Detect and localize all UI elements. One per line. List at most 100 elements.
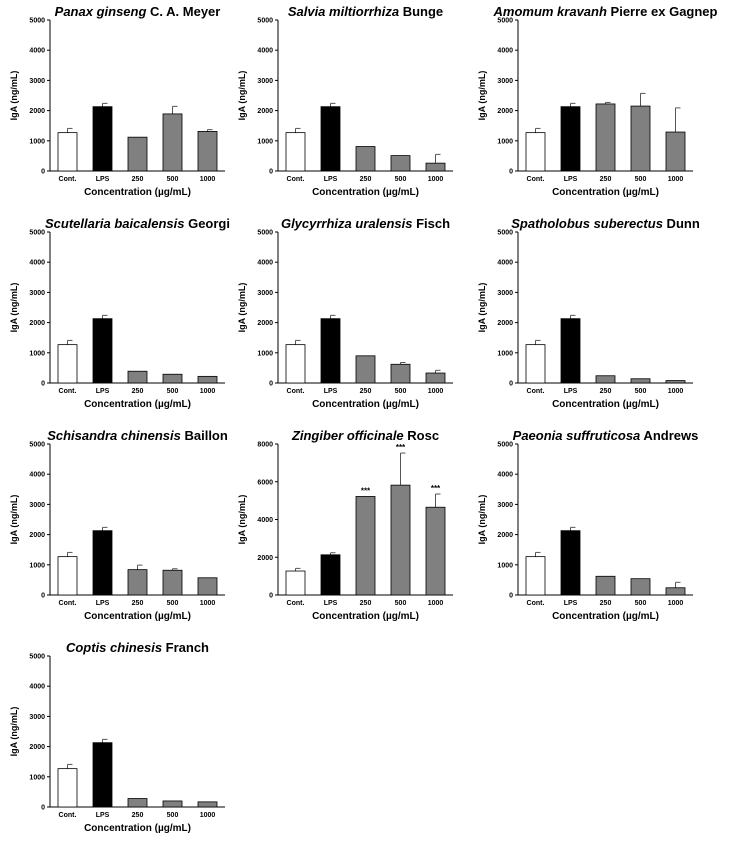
y-tick-label: 3000 <box>29 714 45 721</box>
chart-panel: Schisandra chinensis Baillon 0 1000 2000 300… <box>9 428 228 622</box>
bar <box>57 344 78 384</box>
x-tick-label: 1000 <box>428 600 444 607</box>
chart-title-species: Panax ginseng <box>55 4 147 19</box>
y-tick-label: 2000 <box>257 320 273 327</box>
chart-title-species: Paeonia suffruticosa <box>513 428 641 443</box>
x-axis-label: Concentration (µg/mL) <box>84 823 191 834</box>
significance-marker: *** <box>396 443 406 452</box>
x-tick-label: Cont. <box>59 388 77 395</box>
y-tick-label: 5000 <box>497 442 513 449</box>
chart-panel: Amomum kravanh Pierre ex Gagnep 0 1000 2000… <box>477 4 718 198</box>
bar <box>665 131 686 172</box>
bar <box>127 569 148 596</box>
x-tick-label: 500 <box>395 176 407 183</box>
bar <box>285 570 306 596</box>
x-tick-label: 1000 <box>200 812 216 819</box>
bar <box>127 370 148 384</box>
y-axis-label: IgA (ng/mL) <box>237 495 247 545</box>
x-tick-label: 250 <box>600 388 612 395</box>
bar <box>320 106 341 172</box>
x-tick-label: 250 <box>360 176 372 183</box>
bar <box>525 344 546 384</box>
y-tick-label: 0 <box>41 593 45 600</box>
y-tick-label: 3000 <box>29 290 45 297</box>
chart-title-species: Schisandra chinensis <box>47 428 181 443</box>
y-tick-label: 5000 <box>497 230 513 237</box>
bar <box>525 556 546 596</box>
bar <box>92 742 113 808</box>
x-axis-label: Concentration (µg/mL) <box>312 399 419 410</box>
chart-panel: Coptis chinesis Franch 0 1000 2000 3000 4000 5… <box>9 640 225 834</box>
y-axis-label: IgA (ng/mL) <box>9 283 19 333</box>
bar <box>595 103 616 172</box>
chart-title-authority: Georgi <box>184 216 230 231</box>
bar <box>665 380 686 384</box>
y-tick-label: 1000 <box>497 138 513 145</box>
y-tick-label: 0 <box>269 593 273 600</box>
x-tick-label: 1000 <box>428 388 444 395</box>
y-axis-label: IgA (ng/mL) <box>237 283 247 333</box>
x-tick-label: 500 <box>395 600 407 607</box>
y-tick-label: 1000 <box>29 138 45 145</box>
y-axis-label: IgA (ng/mL) <box>237 71 247 121</box>
y-tick-label: 5000 <box>257 230 273 237</box>
x-tick-label: 250 <box>360 388 372 395</box>
x-tick-label: 250 <box>132 812 144 819</box>
x-tick-label: LPS <box>96 388 110 395</box>
bar <box>595 375 616 384</box>
x-tick-label: 1000 <box>668 388 684 395</box>
bar <box>162 800 183 808</box>
chart-title: Paeonia suffruticosa Andrews <box>513 428 699 443</box>
y-tick-label: 8000 <box>257 442 273 449</box>
y-axis-label: IgA (ng/mL) <box>477 283 487 333</box>
y-tick-label: 0 <box>269 381 273 388</box>
y-tick-label: 1000 <box>29 350 45 357</box>
y-tick-label: 3000 <box>497 290 513 297</box>
x-tick-label: LPS <box>564 388 578 395</box>
x-tick-label: 500 <box>635 176 647 183</box>
bar <box>595 575 616 596</box>
chart-title: Coptis chinesis Franch <box>66 640 209 655</box>
bar <box>630 378 651 384</box>
x-axis-label: Concentration (µg/mL) <box>312 611 419 622</box>
x-tick-label: Cont. <box>287 600 305 607</box>
x-tick-label: 250 <box>600 600 612 607</box>
y-tick-label: 1000 <box>29 774 45 781</box>
x-tick-label: LPS <box>324 600 338 607</box>
chart-title-authority: Andrews <box>640 428 698 443</box>
x-tick-label: 500 <box>167 812 179 819</box>
x-tick-label: Cont. <box>59 812 77 819</box>
y-tick-label: 1000 <box>29 562 45 569</box>
y-tick-label: 5000 <box>497 18 513 25</box>
bar <box>162 569 183 596</box>
y-tick-label: 0 <box>269 169 273 176</box>
chart-title-authority: Franch <box>162 640 209 655</box>
y-tick-label: 5000 <box>29 230 45 237</box>
bar <box>560 106 581 172</box>
bar <box>320 318 341 384</box>
bar <box>92 530 113 596</box>
chart-title-authority: Bunge <box>399 4 443 19</box>
bar <box>162 373 183 384</box>
bar <box>320 554 341 596</box>
chart-title-authority: Fisch <box>412 216 450 231</box>
y-tick-label: 1000 <box>497 562 513 569</box>
x-tick-label: 250 <box>132 176 144 183</box>
y-tick-label: 2000 <box>497 108 513 115</box>
y-tick-label: 5000 <box>29 442 45 449</box>
x-tick-label: Cont. <box>527 176 545 183</box>
chart-title-authority: Pierre ex Gagnep <box>607 4 718 19</box>
chart-title-species: Coptis chinesis <box>66 640 162 655</box>
bar <box>197 577 218 596</box>
chart-title: Amomum kravanh Pierre ex Gagnep <box>493 4 718 19</box>
y-tick-label: 3000 <box>257 290 273 297</box>
y-tick-label: 4000 <box>29 48 45 55</box>
x-tick-label: LPS <box>324 388 338 395</box>
bar <box>630 578 651 596</box>
chart-title-authority: C. A. Meyer <box>146 4 220 19</box>
bar <box>390 155 411 172</box>
x-tick-label: 500 <box>635 388 647 395</box>
x-tick-label: 500 <box>395 388 407 395</box>
y-tick-label: 2000 <box>29 744 45 751</box>
